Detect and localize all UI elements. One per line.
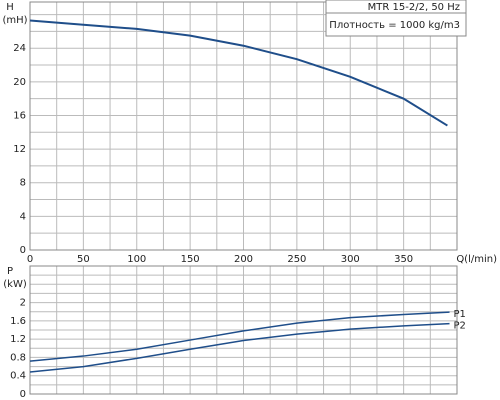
y-tick-label: 0 [20, 389, 26, 400]
y-tick-label: 1.2 [10, 334, 26, 345]
x-tick-label: 100 [127, 254, 146, 265]
y-tick-label: 8 [20, 178, 26, 189]
y-axis-label: P [7, 266, 13, 277]
info-box [325, 0, 467, 37]
x-tick-label: 200 [234, 254, 253, 265]
y-tick-label: 12 [13, 144, 26, 155]
annotation: MTR 15-2/2, 50 Hz [368, 2, 460, 13]
y-tick-label: 16 [13, 110, 26, 121]
x-tick-label: 300 [341, 254, 360, 265]
line-series [29, 19, 448, 127]
y-tick-label: 24 [13, 43, 26, 54]
x-tick-label: 150 [181, 254, 200, 265]
y-tick-label: 2 [20, 298, 26, 309]
y-tick-label: 4 [20, 211, 26, 222]
y-axis-label: H [6, 2, 14, 13]
x-tick-label: 50 [77, 254, 90, 265]
y-tick-label: 0.8 [10, 352, 26, 363]
plot-frame [29, 1, 458, 251]
x-tick-label: 250 [287, 254, 306, 265]
legend-label: P2 [454, 321, 466, 332]
line-series [29, 322, 450, 373]
x-tick-label: 350 [394, 254, 413, 265]
line-series [29, 311, 450, 362]
plot-frame [29, 265, 458, 395]
x-axis-label: Q(l/min) [456, 254, 497, 265]
y-axis-label: (kW) [3, 279, 27, 290]
y-tick-label: 0.4 [10, 371, 26, 382]
legend-label: P1 [454, 309, 466, 320]
y-tick-label: 0 [20, 245, 26, 256]
x-tick-label: 0 [27, 254, 33, 265]
annotation: Плотность = 1000 kg/m3 [329, 20, 460, 31]
y-tick-label: 20 [13, 77, 26, 88]
y-tick-label: 1.6 [10, 316, 26, 327]
y-axis-label: (mH) [2, 15, 27, 26]
